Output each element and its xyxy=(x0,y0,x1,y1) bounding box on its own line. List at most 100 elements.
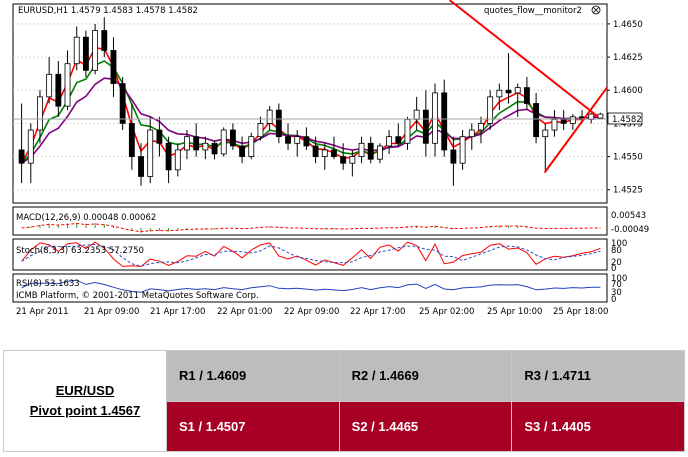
macd-tick-low: -0.00049 xyxy=(611,225,649,235)
candle-body xyxy=(422,109,429,144)
price-chart[interactable]: EURUSD,H1 1.4579 1.4583 1.4578 1.4582 qu… xyxy=(0,0,688,320)
rsi-tick-100: 100 xyxy=(611,274,627,284)
candle xyxy=(193,123,200,157)
macd-histogram xyxy=(21,222,601,233)
ma-fast-line xyxy=(20,47,601,164)
stoch-tick-100: 100 xyxy=(611,239,627,249)
candle-body xyxy=(478,123,484,131)
candle-body xyxy=(413,109,420,120)
candle xyxy=(349,149,356,177)
candle xyxy=(119,76,126,131)
candle xyxy=(184,130,190,160)
candle xyxy=(312,136,319,164)
candle xyxy=(165,136,172,184)
candle xyxy=(478,116,484,144)
ma-slow-line xyxy=(21,77,601,164)
candle-body xyxy=(349,156,356,164)
candle xyxy=(496,83,503,111)
macd-tick-high: 0.00543 xyxy=(611,211,646,221)
candle xyxy=(450,136,457,186)
candle-body xyxy=(285,136,291,144)
candle-body xyxy=(147,129,154,177)
candle xyxy=(569,114,576,131)
r2-cell: R2 / 1.4669 xyxy=(338,350,513,402)
s3-cell: S3 / 1.4405 xyxy=(511,400,685,452)
candle-body xyxy=(211,142,218,155)
candle-body xyxy=(395,136,402,144)
candle-body xyxy=(55,73,62,107)
candle xyxy=(138,143,144,186)
candle xyxy=(156,116,163,157)
candle-body xyxy=(496,89,503,98)
s1-cell: S1 / 1.4507 xyxy=(166,400,340,452)
candle-body xyxy=(184,136,190,151)
stoch-tick-80: 80 xyxy=(611,246,622,256)
rsi-tick-70: 70 xyxy=(611,280,622,290)
rsi-axis: 100 70 30 0 xyxy=(611,274,627,305)
candle-body xyxy=(560,119,567,124)
price-tick-label: 1.4600 xyxy=(613,86,643,96)
instrument-name: EUR/USD xyxy=(55,383,115,398)
ma-mid-line xyxy=(21,60,601,164)
candle-body xyxy=(266,109,273,124)
current-price-label: 1.4582 xyxy=(612,115,642,125)
current-price-marker: 1.4582 xyxy=(607,112,643,125)
pivot-table: EUR/USD Pivot point 1.4567 R1 / 1.4609 R… xyxy=(3,350,685,452)
candle xyxy=(211,140,218,160)
candle xyxy=(229,123,236,150)
candle xyxy=(220,127,227,157)
candle-body xyxy=(82,36,89,71)
candle-body xyxy=(551,119,558,131)
main-pane xyxy=(12,3,608,204)
chart-header: EURUSD,H1 1.4579 1.4583 1.4578 1.4582 xyxy=(18,6,198,16)
candle-body xyxy=(275,109,282,138)
candle xyxy=(386,130,393,154)
candle-body xyxy=(432,92,438,144)
candle xyxy=(487,90,494,131)
candle-body xyxy=(128,123,135,157)
candle xyxy=(331,136,337,160)
candle-body xyxy=(321,149,328,157)
candle xyxy=(55,61,62,117)
candle-body xyxy=(468,129,475,138)
candle xyxy=(340,143,347,170)
candle xyxy=(147,116,154,184)
candle xyxy=(441,79,448,157)
candle-body xyxy=(450,149,457,164)
time-tick-label: 25 Apr 18:00 xyxy=(553,307,608,317)
candle-body xyxy=(386,136,393,147)
candle-body xyxy=(202,142,209,151)
rsi-line xyxy=(21,279,601,293)
candle xyxy=(275,103,282,144)
rsi-line xyxy=(21,279,601,293)
candle xyxy=(395,123,402,146)
candle xyxy=(46,57,53,104)
candle-body xyxy=(110,50,117,85)
candle-body xyxy=(156,129,163,144)
candle-body xyxy=(459,136,466,164)
candle-body xyxy=(174,149,181,171)
candle xyxy=(128,103,135,170)
candle xyxy=(257,116,264,141)
candle xyxy=(432,83,438,157)
rsi-tick-30: 30 xyxy=(611,288,622,298)
candle xyxy=(294,130,301,157)
price-tick-label: 1.4625 xyxy=(613,53,643,63)
candle-body xyxy=(165,142,172,171)
candle-body xyxy=(119,83,126,124)
macd-signal-line xyxy=(21,222,601,233)
stoch-label: Stoch(8,3,3) 63.2353 57.2750 xyxy=(16,246,144,256)
candle-body xyxy=(64,63,71,107)
trendline xyxy=(543,86,608,174)
chart-canvas[interactable]: EURUSD,H1 1.4579 1.4583 1.4578 1.4582 qu… xyxy=(0,0,688,320)
stoch-tick-0: 0 xyxy=(611,264,616,274)
close-icon[interactable] xyxy=(591,5,601,15)
candle-body xyxy=(303,136,310,147)
candle-body xyxy=(404,119,411,144)
price-tick-label: 1.4525 xyxy=(613,186,643,196)
candle-body xyxy=(37,96,43,131)
candle-body xyxy=(220,129,227,155)
indicator-name: quotes_flow__monitor2 xyxy=(484,6,582,16)
candle-body xyxy=(138,156,144,177)
